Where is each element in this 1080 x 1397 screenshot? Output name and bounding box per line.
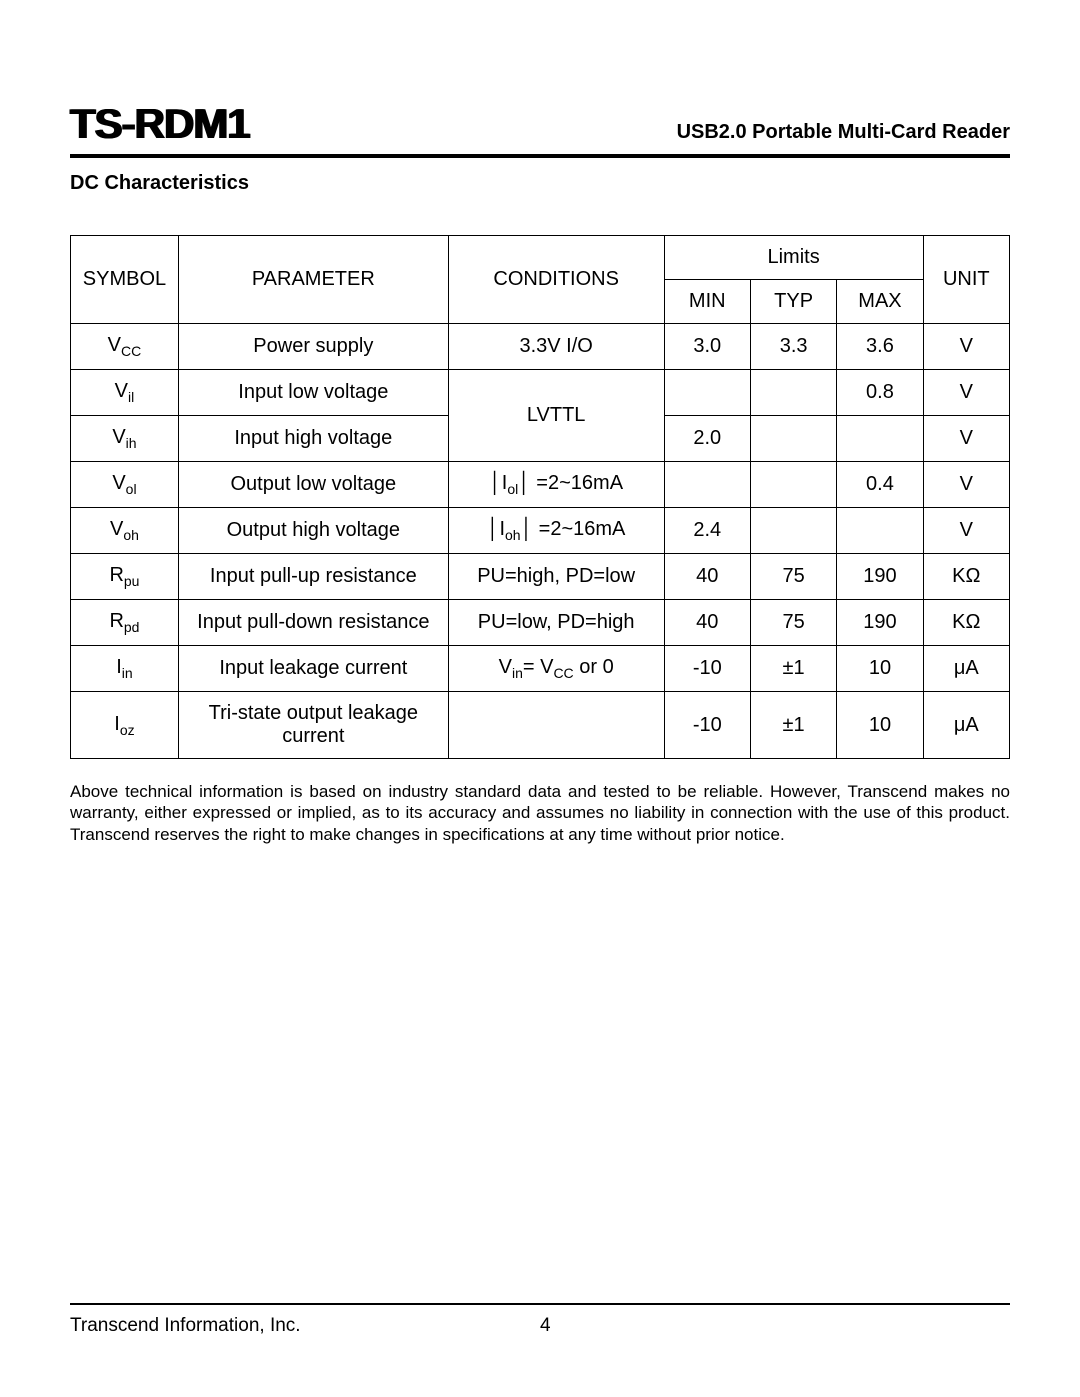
cell-symbol: Vil	[71, 370, 179, 416]
cell-min: 40	[664, 554, 750, 600]
cell-typ: 75	[750, 554, 836, 600]
page-footer: Transcend Information, Inc. 4	[70, 1303, 1010, 1337]
cell-conditions	[448, 692, 664, 759]
cell-parameter: Input pull-up resistance	[178, 554, 448, 600]
col-typ: TYP	[750, 280, 836, 324]
cell-max: 190	[837, 600, 923, 646]
product-title: TS-RDM1	[70, 100, 250, 148]
col-min: MIN	[664, 280, 750, 324]
cell-min: 3.0	[664, 324, 750, 370]
table-row: RpdInput pull-down resistancePU=low, PD=…	[71, 600, 1010, 646]
cell-unit: V	[923, 370, 1009, 416]
table-row: VilInput low voltageLVTTL0.8V	[71, 370, 1010, 416]
cell-min: 2.4	[664, 508, 750, 554]
cell-unit: KΩ	[923, 600, 1009, 646]
cell-symbol: Rpd	[71, 600, 179, 646]
cell-symbol: Iin	[71, 646, 179, 692]
cell-typ	[750, 462, 836, 508]
cell-min: 40	[664, 600, 750, 646]
cell-typ	[750, 416, 836, 462]
section-title: DC Characteristics	[70, 172, 1010, 195]
cell-min: -10	[664, 692, 750, 759]
product-subtitle: USB2.0 Portable Multi-Card Reader	[677, 121, 1010, 144]
table-body: VCCPower supply3.3V I/O3.03.33.6VVilInpu…	[71, 324, 1010, 759]
col-parameter: PARAMETER	[178, 236, 448, 324]
table-row: RpuInput pull-up resistancePU=high, PD=l…	[71, 554, 1010, 600]
footer-page-number: 4	[540, 1315, 551, 1337]
table-head: SYMBOL PARAMETER CONDITIONS Limits UNIT …	[71, 236, 1010, 324]
dc-characteristics-table: SYMBOL PARAMETER CONDITIONS Limits UNIT …	[70, 235, 1010, 759]
col-unit: UNIT	[923, 236, 1009, 324]
cell-conditions: LVTTL	[448, 370, 664, 462]
cell-symbol: VCC	[71, 324, 179, 370]
cell-parameter: Input leakage current	[178, 646, 448, 692]
cell-typ: 3.3	[750, 324, 836, 370]
col-limits: Limits	[664, 236, 923, 280]
cell-unit: V	[923, 324, 1009, 370]
cell-symbol: Vol	[71, 462, 179, 508]
cell-max: 0.4	[837, 462, 923, 508]
cell-min: -10	[664, 646, 750, 692]
col-symbol: SYMBOL	[71, 236, 179, 324]
table-row: IozTri-state output leakage current -10±1…	[71, 692, 1010, 759]
cell-parameter: Output high voltage	[178, 508, 448, 554]
cell-symbol: Ioz	[71, 692, 179, 759]
page-header: TS-RDM1 USB2.0 Portable Multi-Card Reade…	[70, 100, 1010, 158]
table-row: VCCPower supply3.3V I/O3.03.33.6V	[71, 324, 1010, 370]
col-conditions: CONDITIONS	[448, 236, 664, 324]
cell-parameter: Input low voltage	[178, 370, 448, 416]
cell-unit: V	[923, 462, 1009, 508]
cell-unit: V	[923, 508, 1009, 554]
cell-max: 3.6	[837, 324, 923, 370]
cell-parameter: Input pull-down resistance	[178, 600, 448, 646]
cell-symbol: Voh	[71, 508, 179, 554]
footer-company: Transcend Information, Inc.	[70, 1315, 540, 1337]
col-max: MAX	[837, 280, 923, 324]
cell-conditions: PU=high, PD=low	[448, 554, 664, 600]
cell-unit: μA	[923, 646, 1009, 692]
cell-conditions: │Ioh│ =2~16mA	[448, 508, 664, 554]
cell-conditions: 3.3V I/O	[448, 324, 664, 370]
cell-max	[837, 508, 923, 554]
cell-parameter: Tri-state output leakage current	[178, 692, 448, 759]
table-row: IinInput leakage currentVin= VCC or 0-10…	[71, 646, 1010, 692]
cell-unit: V	[923, 416, 1009, 462]
cell-typ: 75	[750, 600, 836, 646]
cell-min	[664, 462, 750, 508]
cell-max: 0.8	[837, 370, 923, 416]
cell-parameter: Output low voltage	[178, 462, 448, 508]
disclaimer-text: Above technical information is based on …	[70, 781, 1010, 845]
cell-conditions: PU=low, PD=high	[448, 600, 664, 646]
table-row: VolOutput low voltage│Iol│ =2~16mA 0.4V	[71, 462, 1010, 508]
table-row: VohOutput high voltage│Ioh│ =2~16mA2.4 V	[71, 508, 1010, 554]
cell-typ: ±1	[750, 646, 836, 692]
cell-min	[664, 370, 750, 416]
cell-symbol: Vih	[71, 416, 179, 462]
cell-unit: KΩ	[923, 554, 1009, 600]
cell-conditions: Vin= VCC or 0	[448, 646, 664, 692]
cell-symbol: Rpu	[71, 554, 179, 600]
table-header-row-1: SYMBOL PARAMETER CONDITIONS Limits UNIT	[71, 236, 1010, 280]
cell-typ: ±1	[750, 692, 836, 759]
cell-typ	[750, 370, 836, 416]
cell-conditions: │Iol│ =2~16mA	[448, 462, 664, 508]
cell-max	[837, 416, 923, 462]
cell-min: 2.0	[664, 416, 750, 462]
cell-typ	[750, 508, 836, 554]
cell-max: 190	[837, 554, 923, 600]
cell-max: 10	[837, 646, 923, 692]
cell-unit: μA	[923, 692, 1009, 759]
cell-parameter: Power supply	[178, 324, 448, 370]
cell-parameter: Input high voltage	[178, 416, 448, 462]
cell-max: 10	[837, 692, 923, 759]
